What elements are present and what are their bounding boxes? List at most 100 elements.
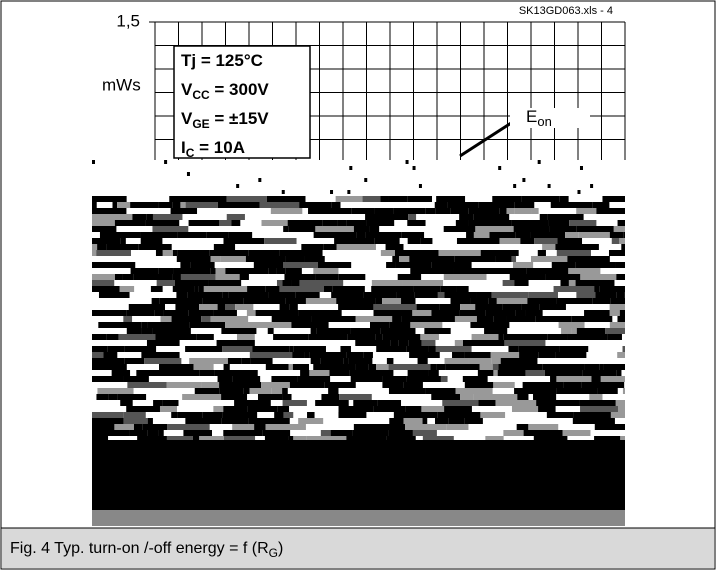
noise	[147, 418, 153, 424]
noise	[119, 286, 135, 292]
noise	[225, 268, 269, 274]
noise	[393, 208, 412, 214]
noise	[316, 328, 351, 334]
noise	[92, 510, 625, 526]
noise	[222, 292, 229, 298]
noise	[517, 394, 529, 400]
noise	[144, 358, 182, 364]
noise	[92, 160, 95, 164]
noise	[478, 202, 515, 208]
noise	[159, 406, 177, 412]
noise	[399, 256, 410, 262]
noise	[258, 178, 262, 182]
noise	[160, 316, 172, 322]
noise	[468, 358, 492, 364]
noise	[164, 160, 168, 164]
noise	[533, 436, 568, 442]
noise	[442, 400, 479, 406]
noise	[362, 196, 381, 202]
noise	[267, 328, 274, 334]
noise	[252, 346, 290, 352]
noise	[219, 382, 262, 388]
noise	[576, 328, 606, 334]
condition-text: I	[181, 138, 186, 157]
noise	[557, 238, 583, 244]
noise	[576, 226, 614, 232]
noise	[313, 232, 357, 238]
noise	[559, 196, 569, 202]
noise	[355, 340, 391, 346]
noise	[309, 352, 347, 358]
noise	[409, 352, 440, 358]
noise	[170, 208, 198, 214]
noise	[571, 328, 577, 334]
noise	[373, 304, 417, 310]
noise	[428, 370, 439, 376]
noise	[590, 184, 594, 188]
noise	[92, 220, 115, 226]
noise	[616, 292, 625, 298]
noise	[609, 232, 624, 238]
noise	[298, 310, 342, 316]
noise	[498, 364, 543, 370]
noise	[284, 274, 316, 280]
noise	[446, 424, 469, 430]
noise	[126, 406, 160, 412]
noise	[136, 370, 167, 376]
noise	[124, 358, 145, 364]
noise	[514, 208, 532, 214]
noise	[548, 220, 570, 226]
noise	[128, 304, 165, 310]
noise	[616, 370, 622, 376]
noise	[171, 316, 202, 322]
noise	[470, 322, 510, 328]
noise	[410, 268, 454, 274]
noise	[176, 292, 188, 298]
noise	[456, 238, 500, 244]
noise	[92, 244, 98, 250]
noise	[568, 280, 576, 286]
noise	[609, 304, 625, 310]
noise	[111, 370, 131, 376]
noise	[330, 190, 334, 194]
noise	[420, 238, 433, 244]
noise	[127, 382, 167, 388]
noise	[511, 406, 539, 412]
noise	[347, 190, 351, 194]
noise	[421, 340, 436, 346]
noise	[97, 244, 107, 250]
noise	[96, 394, 109, 400]
noise	[575, 262, 616, 268]
noise	[561, 328, 572, 334]
noise	[281, 190, 285, 194]
noise	[597, 388, 618, 394]
noise	[202, 412, 223, 418]
noise	[453, 268, 484, 274]
noise	[180, 202, 186, 208]
noise	[194, 388, 220, 394]
noise	[418, 184, 422, 188]
noise	[464, 418, 483, 424]
noise	[285, 256, 305, 262]
noise	[185, 202, 218, 208]
noise	[166, 382, 202, 388]
noise	[92, 310, 127, 316]
noise	[600, 376, 625, 382]
noise	[546, 412, 574, 418]
noise	[245, 256, 286, 262]
noise	[408, 340, 422, 346]
noise	[150, 286, 163, 292]
noise	[92, 430, 130, 436]
noise	[464, 382, 494, 388]
noise	[445, 364, 480, 370]
noise	[396, 292, 415, 298]
noise	[547, 214, 584, 220]
noise	[146, 214, 153, 220]
noise	[335, 196, 363, 202]
noise	[496, 298, 528, 304]
noise	[213, 244, 236, 250]
noise	[214, 370, 258, 376]
noise	[265, 424, 306, 430]
noise	[538, 352, 556, 358]
noise	[556, 298, 593, 304]
